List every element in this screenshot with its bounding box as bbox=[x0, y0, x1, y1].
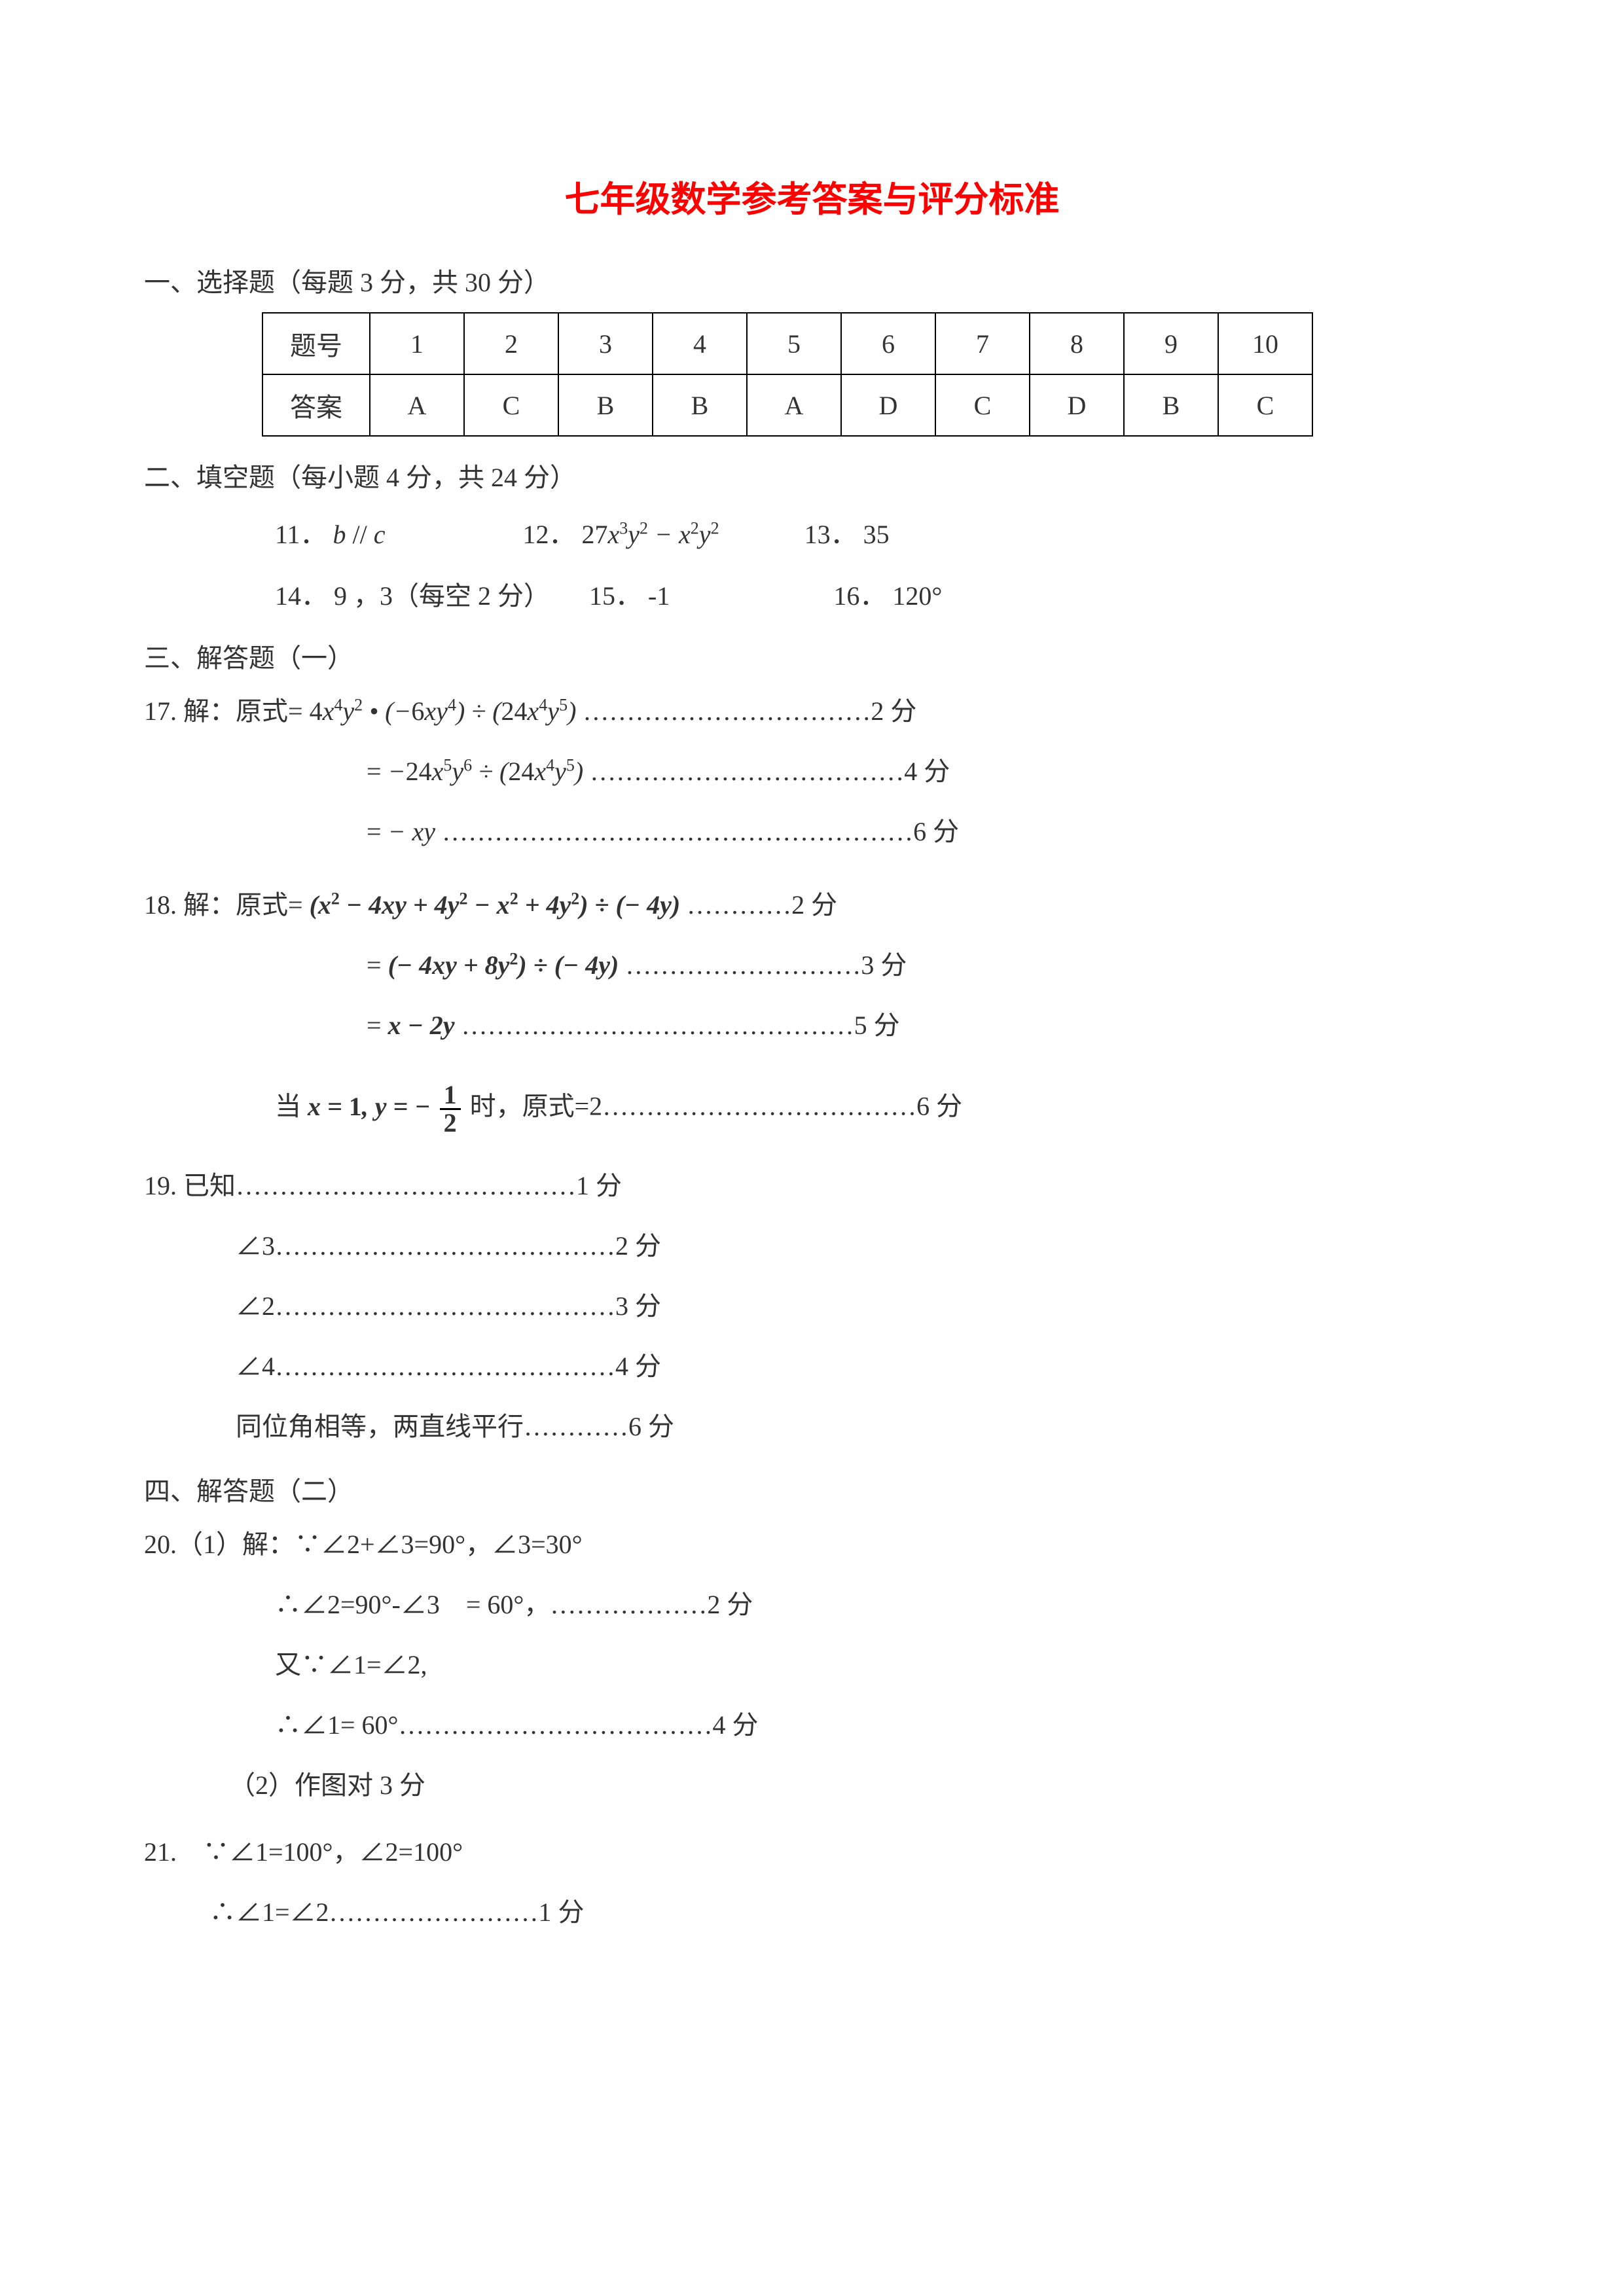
item-content: b // c bbox=[333, 520, 386, 549]
item-num: 14． bbox=[275, 581, 327, 611]
item-num: 16． bbox=[833, 581, 886, 611]
fill-item: 15． -1 bbox=[589, 575, 670, 617]
item-num: 11． bbox=[275, 520, 327, 549]
q19-line2: ∠3…………………………………2 分 bbox=[236, 1223, 1480, 1270]
fill-row-1: 11． b // c 12． 27x3y2 − x2y2 13． 35 bbox=[275, 514, 1480, 556]
page-title: 七年级数学参考答案与评分标准 bbox=[144, 170, 1480, 222]
item-num: 13． bbox=[804, 520, 857, 549]
q18-l4-post: 时，原式=2………………………………6 分 bbox=[470, 1092, 963, 1121]
q18-line4: 当 x = 1, y = − 12 时，原式=2………………………………6 分 bbox=[275, 1082, 1480, 1136]
col-num: 9 bbox=[1124, 313, 1218, 374]
col-num: 6 bbox=[841, 313, 935, 374]
section2-heading: 二、填空题（每小题 4 分，共 24 分） bbox=[144, 456, 1480, 494]
col-num: 10 bbox=[1218, 313, 1312, 374]
section3-heading: 三、解答题（一） bbox=[144, 637, 1480, 675]
fill-item: 14． 9 ，3（每空 2 分） bbox=[275, 575, 550, 617]
q20-l1: 20.（1）解：∵∠2+∠3=90°，∠3=30° bbox=[144, 1521, 1480, 1568]
item-content: 120° bbox=[892, 581, 942, 611]
q20-l3: 又∵∠1=∠2, bbox=[275, 1641, 1480, 1689]
col-num: 5 bbox=[747, 313, 841, 374]
item-num: 15． bbox=[589, 581, 641, 611]
q21-l2: ∴∠1=∠2……………………1 分 bbox=[209, 1889, 1480, 1936]
col-num: 7 bbox=[935, 313, 1030, 374]
item-num: 12． bbox=[523, 520, 575, 549]
q17-line2: = −24x5y6 ÷ (24x4y5) ………………………………4 分 bbox=[367, 748, 1480, 795]
q18-l1: (x2 − 4xy + 4y2 − x2 + 4y2) ÷ (− 4y) ………… bbox=[310, 890, 838, 920]
answer-cell: A bbox=[370, 374, 464, 436]
fill-item: 16． 120° bbox=[833, 575, 942, 617]
answer-cell: D bbox=[1030, 374, 1124, 436]
fill-item: 13． 35 bbox=[804, 514, 890, 556]
q17-line3: = − xy ………………………………………………6 分 bbox=[367, 808, 1480, 855]
section1-heading: 一、选择题（每题 3 分，共 30 分） bbox=[144, 261, 1480, 299]
answer-cell: B bbox=[1124, 374, 1218, 436]
col-num: 1 bbox=[370, 313, 464, 374]
answer-table: 题号 1 2 3 4 5 6 7 8 9 10 答案 A C B B A D C… bbox=[262, 312, 1313, 437]
answer-cell: D bbox=[841, 374, 935, 436]
answer-cell: B bbox=[558, 374, 653, 436]
q18-l4-mid: x = 1, y = − 12 bbox=[308, 1092, 463, 1121]
item-content: 27x3y2 − x2y2 bbox=[582, 520, 719, 549]
q19-line1: 19. 已知…………………………………1 分 bbox=[144, 1162, 1480, 1210]
col-num: 2 bbox=[464, 313, 558, 374]
item-content: -1 bbox=[648, 581, 670, 611]
q19-line5: 同位角相等，两直线平行…………6 分 bbox=[236, 1403, 1480, 1450]
fill-item: 12． 27x3y2 − x2y2 bbox=[523, 514, 719, 556]
table-row: 答案 A C B B A D C D B C bbox=[262, 374, 1312, 436]
answer-cell: C bbox=[935, 374, 1030, 436]
item-content: 9 ，3（每空 2 分） bbox=[334, 581, 550, 611]
col-num: 8 bbox=[1030, 313, 1124, 374]
q19-line4: ∠4…………………………………4 分 bbox=[236, 1343, 1480, 1390]
col-num: 3 bbox=[558, 313, 653, 374]
q18-l4-pre: 当 bbox=[275, 1092, 308, 1121]
row-label: 题号 bbox=[262, 313, 370, 374]
page-root: 七年级数学参考答案与评分标准 一、选择题（每题 3 分，共 30 分） 题号 1… bbox=[0, 0, 1624, 2296]
ans-label: 答案 bbox=[262, 374, 370, 436]
q18-prefix: 18. 解：原式= bbox=[144, 890, 303, 920]
answer-cell: B bbox=[653, 374, 747, 436]
q20-l5: （2）作图对 3 分 bbox=[229, 1762, 1480, 1809]
answer-cell: C bbox=[1218, 374, 1312, 436]
q17-line1: 17. 解：原式= 4x4y2 • (−6xy4) ÷ (24x4y5) ………… bbox=[144, 688, 1480, 735]
answer-cell: A bbox=[747, 374, 841, 436]
q19-line3: ∠2…………………………………3 分 bbox=[236, 1283, 1480, 1330]
q18-line3: = x − 2y ………………………………………5 分 bbox=[367, 1002, 1480, 1049]
q20-l2: ∴∠2=90°-∠3 = 60°，………………2 分 bbox=[275, 1581, 1480, 1628]
col-num: 4 bbox=[653, 313, 747, 374]
q17-l1: 4x4y2 • (−6xy4) ÷ (24x4y5) ……………………………2 … bbox=[310, 696, 917, 726]
table-row: 题号 1 2 3 4 5 6 7 8 9 10 bbox=[262, 313, 1312, 374]
q20-l4: ∴∠1= 60°………………………………4 分 bbox=[275, 1702, 1480, 1749]
fill-row-2: 14． 9 ，3（每空 2 分） 15． -1 16． 120° bbox=[275, 575, 1480, 617]
item-content: 35 bbox=[863, 520, 890, 549]
q18-line2: = (− 4xy + 8y2) ÷ (− 4y) ………………………3 分 bbox=[367, 942, 1480, 989]
q18-line1: 18. 解：原式= (x2 − 4xy + 4y2 − x2 + 4y2) ÷ … bbox=[144, 882, 1480, 929]
fill-item: 11． b // c bbox=[275, 514, 386, 556]
q17-prefix: 17. 解：原式= bbox=[144, 696, 303, 726]
q21-l1: 21. ∵∠1=100°，∠2=100° bbox=[144, 1829, 1480, 1876]
answer-cell: C bbox=[464, 374, 558, 436]
section4-heading: 四、解答题（二） bbox=[144, 1470, 1480, 1508]
